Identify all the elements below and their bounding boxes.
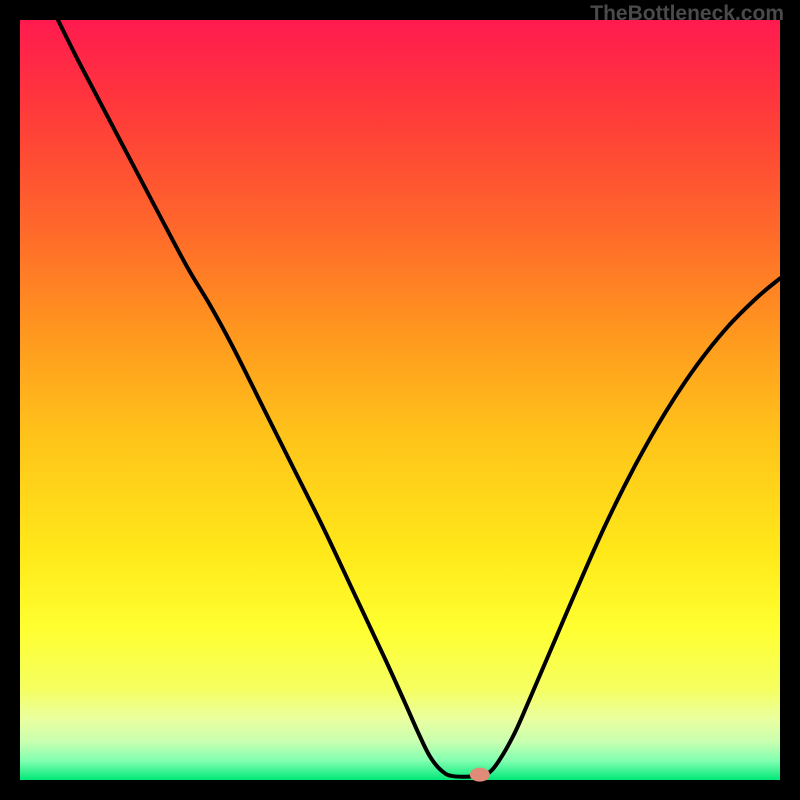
plot-background	[20, 20, 780, 780]
optimal-marker	[470, 768, 490, 782]
bottleneck-chart	[0, 0, 800, 800]
